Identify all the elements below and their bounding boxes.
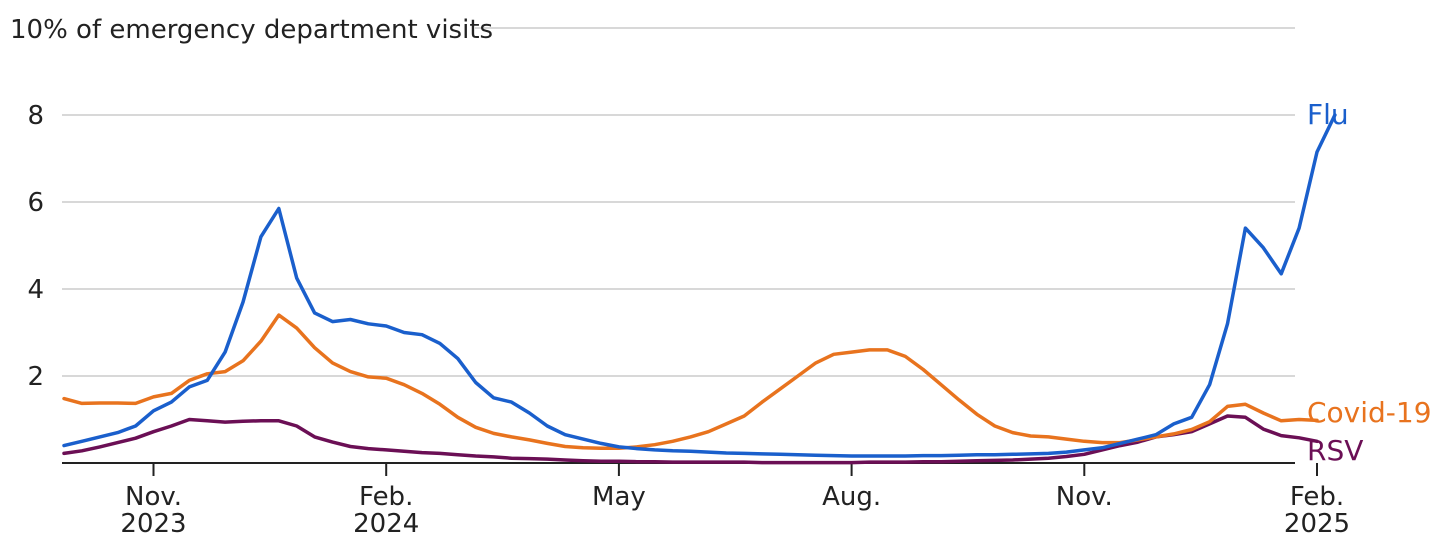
series-labels: Flu Covid-19 RSV	[1307, 98, 1432, 467]
series-label-covid-19: Covid-19	[1307, 396, 1432, 429]
series-line-rsv	[62, 414, 1319, 465]
x-tick-label-2: May	[592, 482, 646, 512]
x-tick-label-5: Feb.	[1290, 482, 1344, 512]
y-tick-label-6: 6	[27, 188, 44, 218]
series-line-flu	[62, 113, 1337, 458]
x-tick-label-0: Nov.	[125, 482, 182, 512]
x-tick-year-5: 2025	[1284, 509, 1350, 539]
y-tick-label-2: 2	[27, 362, 44, 392]
y-axis: 2 4 6 8	[27, 101, 44, 392]
grid-layer	[62, 27, 1295, 377]
series-lines	[62, 113, 1337, 465]
y-tick-label-8: 8	[27, 101, 44, 131]
x-tick-label-3: Aug.	[822, 482, 881, 512]
x-tick-label-4: Nov.	[1056, 482, 1113, 512]
y-tick-label-4: 4	[27, 275, 44, 305]
y-axis-label: 10% of emergency department visits	[10, 15, 493, 45]
series-label-rsv: RSV	[1307, 434, 1363, 467]
x-tick-label-1: Feb.	[359, 482, 413, 512]
x-tick-year-0: 2023	[120, 509, 186, 539]
series-label-flu: Flu	[1307, 98, 1349, 131]
series-line-covid-19	[62, 313, 1319, 450]
x-tick-year-1: 2024	[353, 509, 419, 539]
